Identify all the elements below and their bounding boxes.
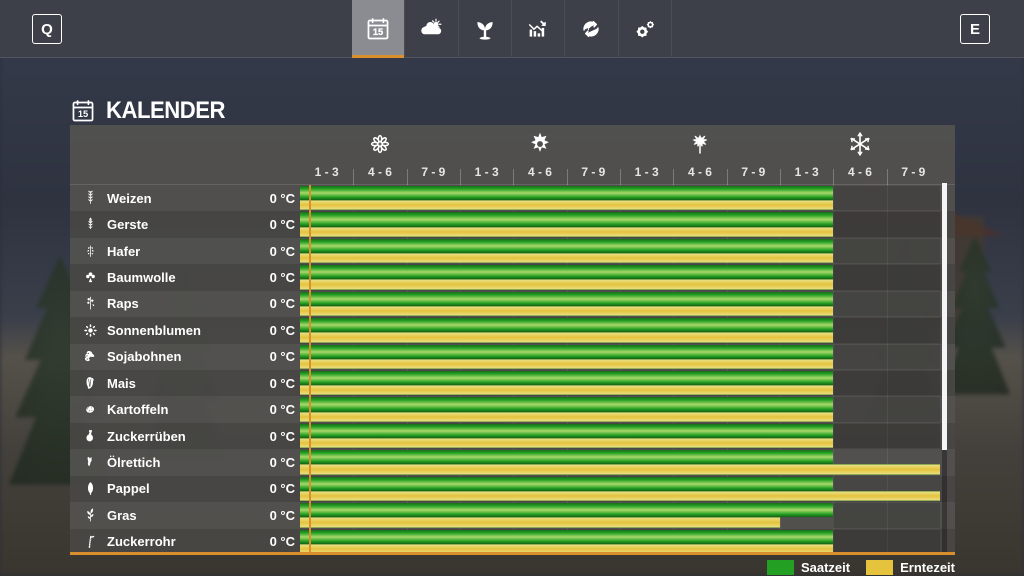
svg-text:15: 15 <box>78 109 88 119</box>
svg-text:15: 15 <box>373 27 383 37</box>
